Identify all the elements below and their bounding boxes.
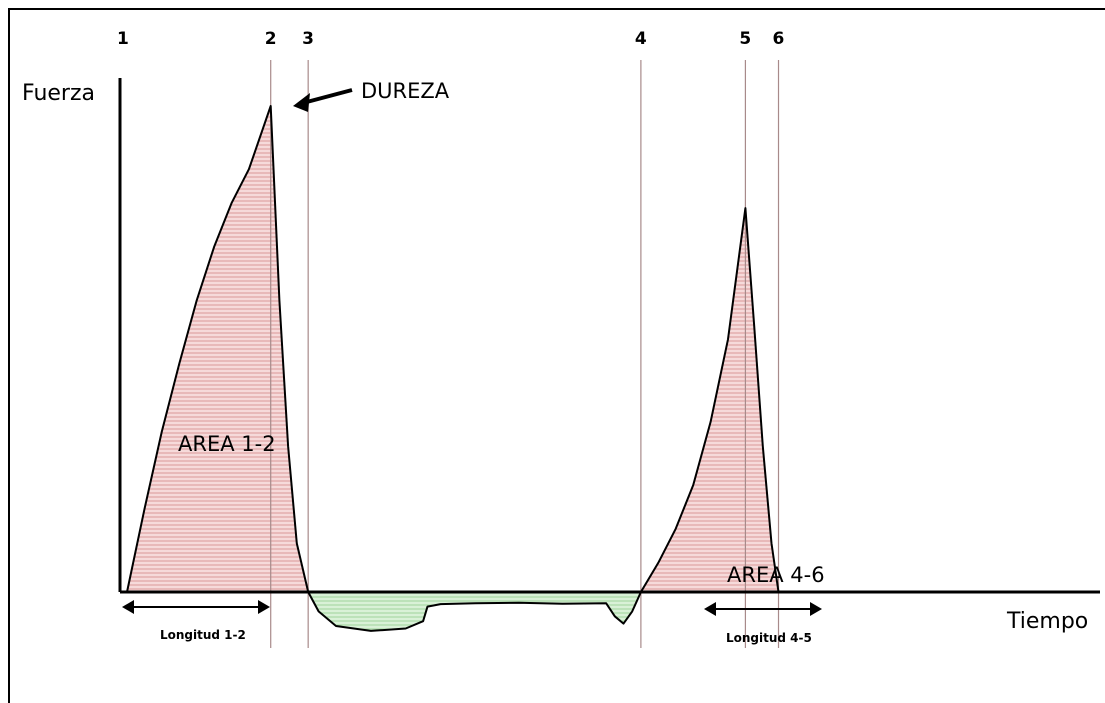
marker-labels: 1 2 3 4 5 6 xyxy=(117,29,784,49)
length-2-label: Longitud 4-5 xyxy=(726,631,812,645)
area-fill-3 xyxy=(640,208,779,592)
x-axis-label: Tiempo xyxy=(1006,609,1088,634)
curve-lines xyxy=(126,105,780,632)
area-fills xyxy=(127,106,779,631)
curve-series-3 xyxy=(640,207,780,593)
marker-label-4: 4 xyxy=(635,29,647,49)
length-1-label: Longitud 1-2 xyxy=(160,628,246,642)
length-2-arrow xyxy=(704,602,822,616)
curve-series-2 xyxy=(307,591,642,632)
marker-label-2: 2 xyxy=(265,29,277,49)
dureza-arrow-head xyxy=(293,93,310,112)
peak-label: DUREZA xyxy=(361,79,450,103)
marker-lines xyxy=(270,60,780,648)
area-1-label: AREA 1-2 xyxy=(178,432,276,456)
marker-label-5: 5 xyxy=(739,29,751,49)
marker-label-3: 3 xyxy=(302,29,314,49)
curve-series-1 xyxy=(126,105,310,593)
length-1-arrow xyxy=(122,600,270,614)
y-axis-label: Fuerza xyxy=(22,81,95,106)
area-fill-1 xyxy=(127,106,309,592)
area-2-label: AREA 4-6 xyxy=(727,563,825,587)
marker-label-1: 1 xyxy=(117,29,129,49)
image-frame xyxy=(8,8,1105,703)
area-fill-2 xyxy=(308,592,641,631)
dureza-arrow-shaft xyxy=(302,88,353,105)
marker-label-6: 6 xyxy=(773,29,785,49)
